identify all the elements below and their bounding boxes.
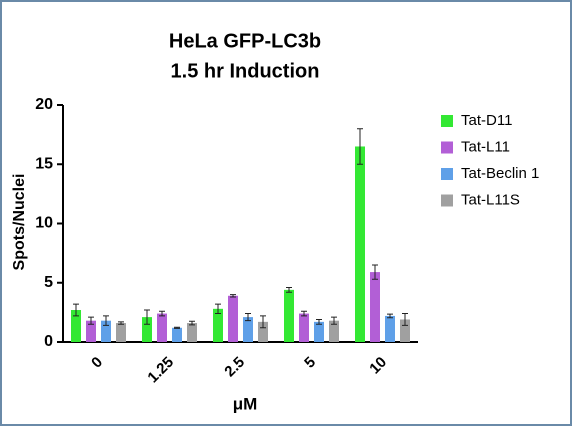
error-bar [260,315,266,329]
error-bar [230,294,236,298]
error-bar [372,264,378,280]
legend-label: Tat-L11S [461,191,520,208]
x-axis-label: μM [233,394,258,413]
legend-label: Tat-D11 [461,112,512,129]
bar [355,146,365,342]
error-bar [331,316,337,325]
y-tick-label: 20 [35,96,53,113]
bar [187,323,197,342]
error-bar [286,286,292,293]
bar [116,323,126,342]
legend-swatch [441,115,453,127]
bar [370,272,380,342]
bar [172,327,182,342]
chart-title: HeLa GFP-LC3b [169,30,321,52]
y-tick-label: 10 [35,215,53,232]
error-bar [103,315,109,326]
bar [157,313,167,342]
error-bar [316,318,322,325]
error-bar [144,309,150,325]
bar [385,315,395,342]
bar [400,319,410,342]
bar [329,320,339,342]
bar [284,289,294,342]
error-bar [301,310,307,317]
error-bar [215,303,221,315]
y-axis-label: Spots/Nuclei [11,174,28,271]
bar [258,321,268,342]
error-bar [159,310,165,317]
error-bar [357,128,363,165]
error-bar [402,313,408,326]
chart-subtitle: 1.5 hr Induction [171,60,320,82]
bar [299,313,309,342]
bar [314,321,324,342]
legend-label: Tat-Beclin 1 [461,165,539,182]
legend-swatch [441,194,453,207]
error-bar [174,326,180,329]
legend-label: Tat-L11 [461,138,510,155]
bar [101,320,111,342]
bar [213,308,223,342]
bar [228,295,238,342]
bar [142,317,152,342]
error-bar [387,313,393,319]
y-tick-label: 15 [35,155,53,172]
error-bar [118,321,124,325]
error-bar [73,303,79,317]
error-bar [245,313,251,322]
y-tick-label: 5 [44,274,53,291]
error-bar [88,316,94,325]
bar [71,310,81,342]
bar [243,317,253,342]
legend-swatch [441,141,453,154]
y-tick-label: 0 [44,333,53,350]
legend-swatch [441,168,453,180]
error-bar [189,320,195,326]
bar [86,320,96,342]
